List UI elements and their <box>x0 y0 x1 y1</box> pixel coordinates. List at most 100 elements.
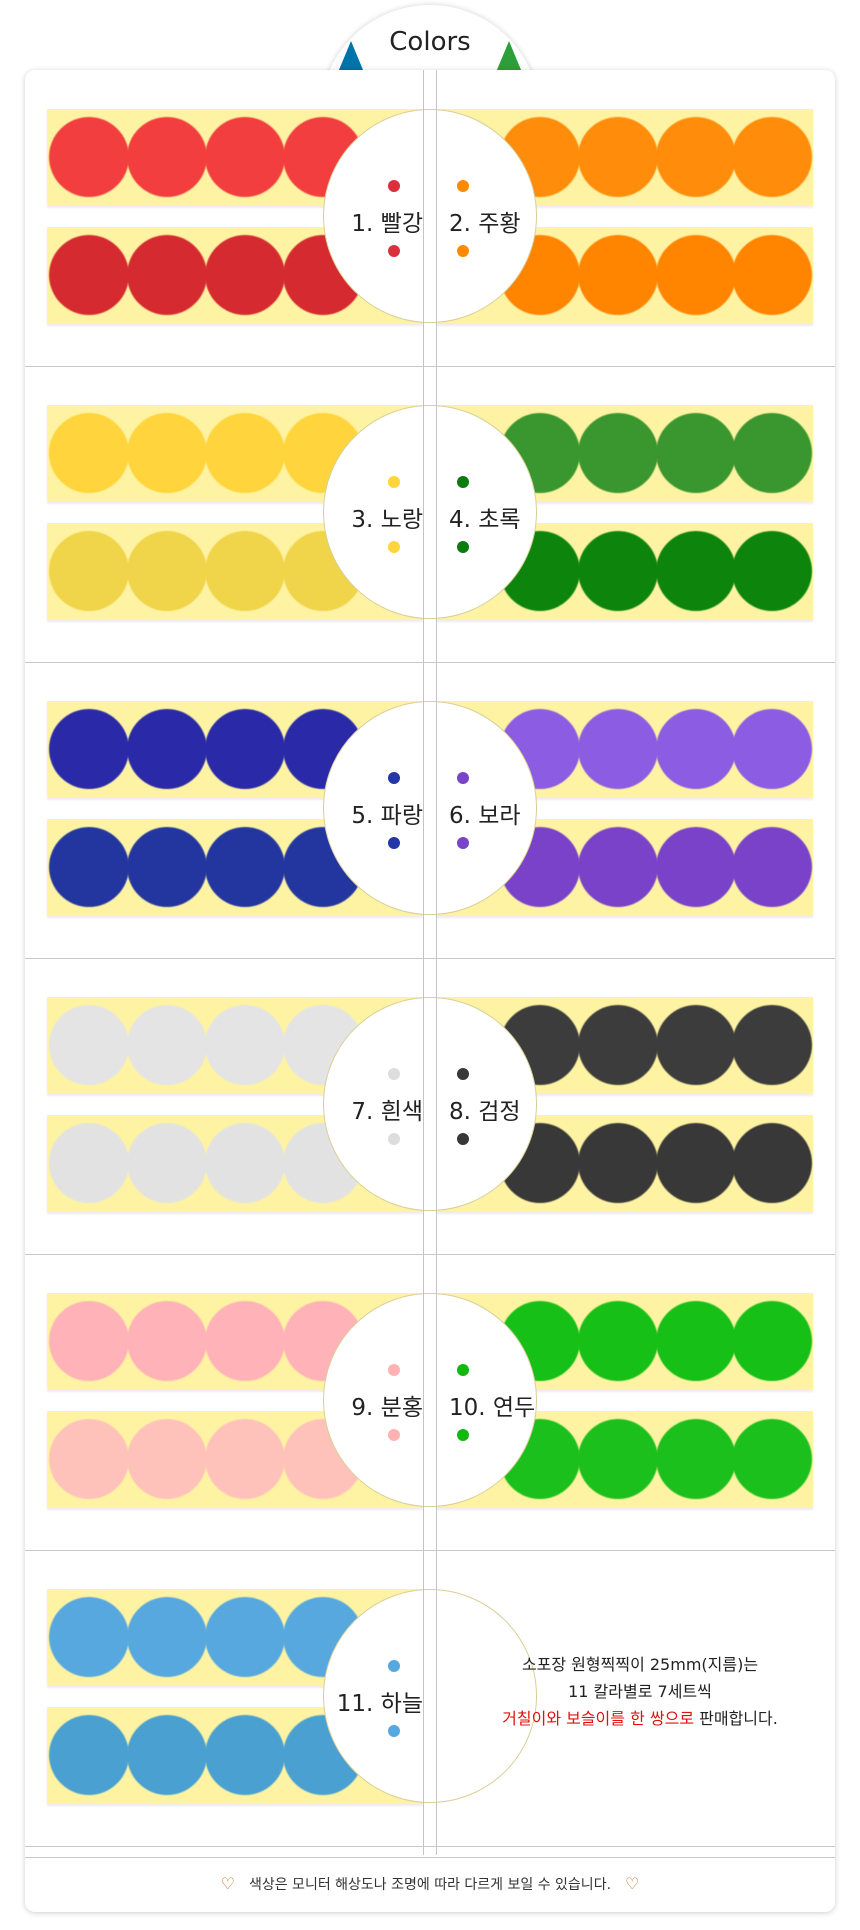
info-line-3-rest: 판매합니다. <box>694 1709 778 1728</box>
center-divider-right <box>436 70 437 1855</box>
color-label: 10. 연두 <box>449 1395 536 1421</box>
velcro-dot <box>49 1301 129 1381</box>
color-swatch-dot <box>457 1364 469 1376</box>
color-swatch-dot <box>457 476 469 488</box>
velcro-dot <box>578 235 658 315</box>
velcro-dot <box>578 531 658 611</box>
velcro-dot <box>127 1301 207 1381</box>
velcro-dot <box>205 1419 285 1499</box>
color-swatch-dot <box>388 476 400 488</box>
info-line-1: 소포장 원형찍찍이 25mm(지름)는 <box>521 1655 759 1674</box>
color-swatch-dot <box>388 541 400 553</box>
color-label: 3. 노랑 <box>351 507 423 533</box>
velcro-dot <box>127 1005 207 1085</box>
velcro-dot <box>49 413 129 493</box>
color-swatch-dot <box>457 1068 469 1080</box>
color-row: 1. 빨강 2. 주황 <box>25 70 835 367</box>
velcro-dot <box>578 1123 658 1203</box>
color-swatch-dot <box>457 772 469 784</box>
velcro-dot <box>578 117 658 197</box>
velcro-dot <box>656 235 736 315</box>
velcro-dot <box>205 531 285 611</box>
velcro-dot <box>205 1005 285 1085</box>
velcro-dot <box>127 1419 207 1499</box>
right-bottom-strip <box>436 1411 813 1508</box>
velcro-dot <box>732 1123 812 1203</box>
color-swatch-dot <box>457 180 469 192</box>
color-swatch-dot <box>457 1429 469 1441</box>
velcro-dot <box>656 117 736 197</box>
velcro-dot <box>732 1419 812 1499</box>
velcro-dot <box>732 1005 812 1085</box>
label-circle <box>323 109 537 323</box>
velcro-dot <box>49 1005 129 1085</box>
color-swatch-dot <box>388 1429 400 1441</box>
color-label: 11. 하늘 <box>336 1691 423 1717</box>
velcro-dot <box>732 117 812 197</box>
color-row: 11. 하늘 <box>25 1550 835 1847</box>
velcro-dot <box>205 1597 285 1677</box>
velcro-dot <box>656 1005 736 1085</box>
velcro-dot <box>732 709 812 789</box>
velcro-dot <box>49 1597 129 1677</box>
color-swatch-dot <box>457 837 469 849</box>
velcro-dot <box>205 413 285 493</box>
color-row: 5. 파랑 6. 보라 <box>25 662 835 959</box>
velcro-dot <box>656 1301 736 1381</box>
color-chart-card: 1. 빨강 2. 주황 3. 노랑 4. 초록 5. 파랑 6. 보라 7. 흰색 8. 검정… <box>25 70 835 1912</box>
heart-outline-icon: ♡ <box>220 1874 235 1893</box>
velcro-dot <box>49 1419 129 1499</box>
velcro-dot <box>205 1123 285 1203</box>
left-top-strip <box>47 1589 423 1686</box>
color-row: 9. 분홍 10. 연두 <box>25 1254 835 1551</box>
velcro-dot <box>49 117 129 197</box>
center-divider-left <box>423 70 424 1855</box>
color-swatch-dot <box>388 245 400 257</box>
velcro-dot <box>656 531 736 611</box>
color-swatch-dot <box>388 1133 400 1145</box>
velcro-dot <box>205 1715 285 1795</box>
velcro-dot <box>656 1419 736 1499</box>
color-swatch-dot <box>457 1133 469 1145</box>
color-swatch-dot <box>457 245 469 257</box>
velcro-dot <box>578 709 658 789</box>
label-circle <box>323 405 537 619</box>
velcro-dot <box>127 1597 207 1677</box>
color-disclaimer: 색상은 모니터 해상도나 조명에 따라 다르게 보일 수 있습니다. <box>248 1877 612 1893</box>
info-line-2: 11 칼라별로 7세트씩 <box>568 1682 712 1701</box>
velcro-dot <box>578 1005 658 1085</box>
velcro-dot <box>127 709 207 789</box>
velcro-dot <box>732 413 812 493</box>
info-highlight: 거칠이와 보슬이를 한 쌍으로 <box>502 1709 695 1728</box>
velcro-dot <box>127 235 207 315</box>
label-circle <box>323 701 537 915</box>
color-label: 9. 분홍 <box>351 1395 423 1421</box>
velcro-dot <box>732 235 812 315</box>
velcro-dot <box>127 827 207 907</box>
info-line-3: 거칠이와 보슬이를 한 쌍으로 판매합니다. <box>455 1705 825 1732</box>
color-label: 1. 빨강 <box>351 211 423 237</box>
velcro-dot <box>127 531 207 611</box>
product-info: 소포장 원형찍찍이 25mm(지름)는 11 칼라별로 7세트씩 거칠이와 보슬… <box>455 1651 825 1732</box>
velcro-dot <box>127 413 207 493</box>
velcro-dot <box>205 709 285 789</box>
color-swatch-dot <box>457 541 469 553</box>
page-title: Colors <box>389 27 471 57</box>
velcro-dot <box>127 1715 207 1795</box>
velcro-dot <box>656 827 736 907</box>
left-top-strip <box>47 997 423 1094</box>
velcro-dot <box>578 413 658 493</box>
color-swatch-dot <box>388 1725 400 1737</box>
color-label: 2. 주황 <box>449 211 521 237</box>
velcro-dot <box>49 531 129 611</box>
label-circle <box>323 1589 537 1803</box>
footer-note: ♡ 색상은 모니터 해상도나 조명에 따라 다르게 보일 수 있습니다. ♡ <box>25 1857 835 1912</box>
velcro-dot <box>127 1123 207 1203</box>
velcro-dot <box>578 827 658 907</box>
color-swatch-dot <box>388 1068 400 1080</box>
velcro-dot <box>732 1301 812 1381</box>
color-label: 8. 검정 <box>449 1099 521 1125</box>
color-label: 4. 초록 <box>449 507 521 533</box>
color-swatch-dot <box>388 772 400 784</box>
velcro-dot <box>205 117 285 197</box>
